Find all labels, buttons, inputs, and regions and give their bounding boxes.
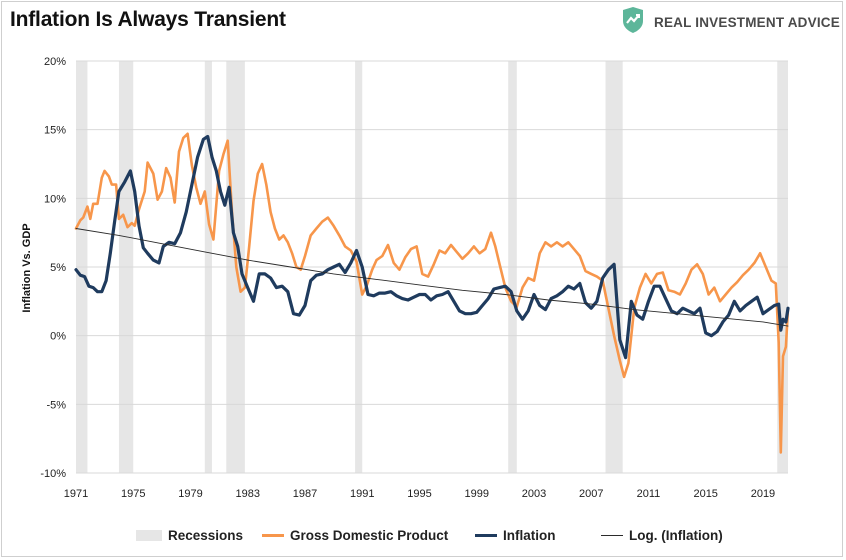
y-tick-label: 0% (50, 331, 66, 343)
y-tick-label: 10% (44, 193, 66, 205)
legend-label: Recessions (168, 528, 243, 543)
y-tick-label: 5% (50, 262, 66, 274)
legend: Recessions Gross Domestic Product Inflatio… (0, 524, 846, 546)
x-tick-label: 1987 (293, 488, 317, 500)
x-tick-label: 1995 (407, 488, 431, 500)
x-tick-label: 2015 (693, 488, 717, 500)
x-tick-label: 1999 (464, 488, 488, 500)
legend-swatch (262, 534, 284, 537)
y-tick-label: 15% (44, 125, 66, 137)
chart-plot: -10% -5% 0% 5% 10% 15% 20% 1971 1975 1979 1983 198… (0, 0, 846, 524)
legend-swatch (136, 530, 162, 541)
x-tick-label: 1983 (235, 488, 259, 500)
x-tick-label: 1971 (64, 488, 88, 500)
x-axis-ticks: 1971 1975 1979 1983 1987 1991 1995 1999 2003 2007… (64, 488, 775, 500)
y-axis-ticks: -10% -5% 0% 5% 10% 15% 20% (40, 56, 66, 480)
legend-item: Inflation (475, 524, 556, 546)
legend-item: Log. (Inflation) (601, 524, 723, 546)
inflation-line (76, 137, 788, 358)
legend-label: Log. (Inflation) (629, 528, 723, 543)
x-tick-label: 2003 (522, 488, 546, 500)
legend-label: Gross Domestic Product (290, 528, 448, 543)
x-tick-label: 2019 (751, 488, 775, 500)
legend-swatch (475, 534, 497, 537)
y-tick-label: -10% (40, 468, 66, 480)
x-tick-label: 1979 (178, 488, 202, 500)
legend-swatch (601, 535, 623, 536)
x-tick-label: 2007 (579, 488, 603, 500)
legend-item: Gross Domestic Product (262, 524, 448, 546)
x-tick-label: 1975 (121, 488, 145, 500)
legend-item: Recessions (136, 524, 243, 546)
y-tick-label: -5% (46, 399, 66, 411)
legend-label: Inflation (503, 528, 556, 543)
y-tick-label: 20% (44, 56, 66, 68)
x-tick-label: 1991 (350, 488, 374, 500)
x-tick-label: 2011 (637, 488, 661, 500)
y-axis-label: Inflation Vs. GDP (21, 223, 33, 312)
